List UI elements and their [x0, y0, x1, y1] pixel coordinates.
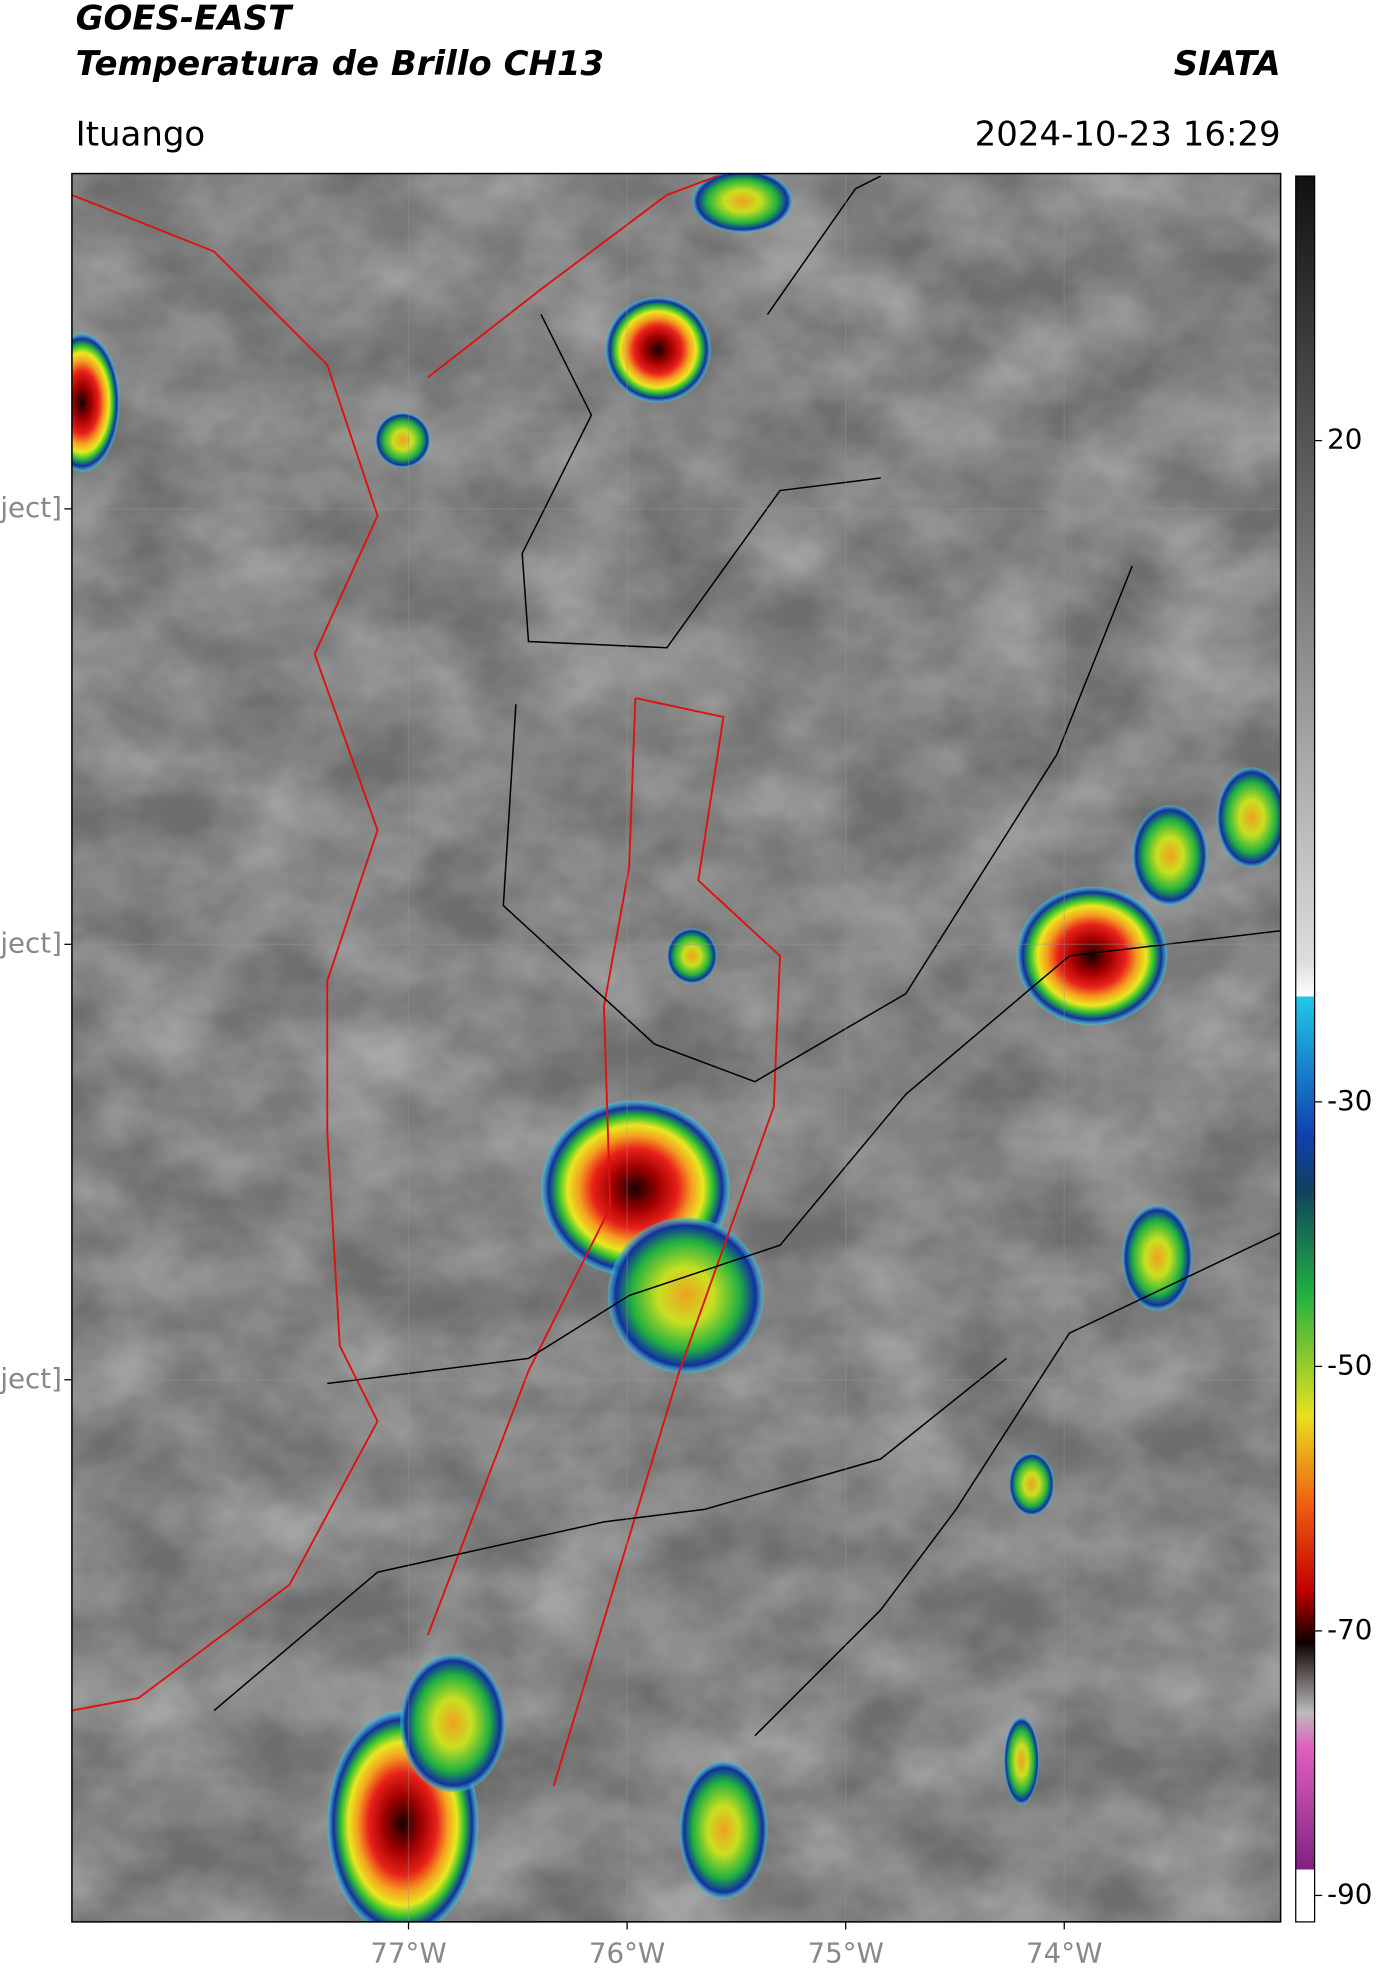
colorbar-tick-label: -70: [1327, 1613, 1372, 1646]
lon-tick-label: 75°W: [807, 1937, 883, 1970]
source: SIATA: [1174, 44, 1281, 84]
colorbar-tick-label: 20: [1327, 423, 1362, 456]
lon-tick-label: 77°W: [370, 1937, 446, 1970]
lon-tick-label: 74°W: [1026, 1937, 1102, 1970]
product: Temperatura de Brillo CH13: [76, 44, 604, 84]
map-image: [71, 173, 1281, 1922]
lat-tick-label: [object Object]: [0, 491, 62, 524]
satellite: GOES-EAST: [76, 0, 294, 39]
colorbar-tick-label: -50: [1327, 1348, 1372, 1381]
region: Ituango: [76, 114, 206, 154]
colorbar-tick-label: -30: [1327, 1084, 1372, 1117]
map-frame: [71, 172, 1282, 1923]
lat-tick-label: [object Object]: [0, 926, 62, 959]
lat-tick-label: [object Object]: [0, 1362, 62, 1395]
lon-tick-label: 76°W: [589, 1937, 665, 1970]
timestamp: 2024-10-23 16:29: [975, 114, 1281, 154]
colorbar-tick-label: -90: [1327, 1877, 1372, 1910]
graticule: [71, 173, 1281, 1922]
colorbar: [1295, 175, 1316, 1923]
